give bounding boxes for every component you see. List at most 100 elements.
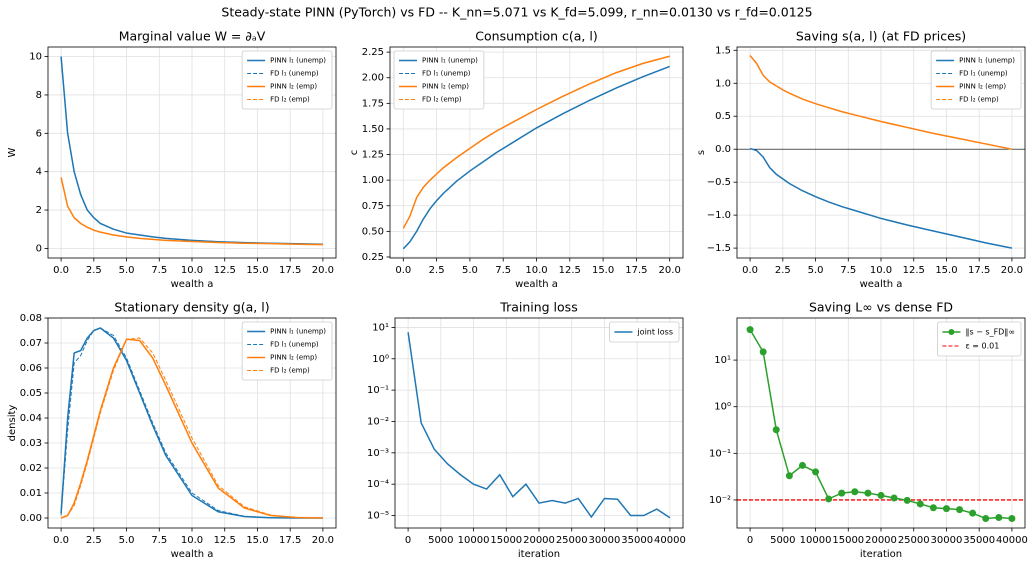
y-tick-label: 6 <box>36 128 42 139</box>
data-point <box>942 505 950 513</box>
subplot: Stationary density g(a, l) 0.0 2.5 5.0 7.5 10… <box>7 300 337 560</box>
legend-label: PINN l₁ (unemp) <box>270 328 326 336</box>
y-tick-label: 0.5 <box>715 111 731 122</box>
legend-label: FD l₁ (unemp) <box>270 70 319 78</box>
x-tick-label: 20.0 <box>312 265 334 276</box>
subplot: Consumption c(a, l) 0.0 2.5 5.0 7.5 10.0 12.5 1… <box>349 29 684 290</box>
subplot-title: Stationary density g(a, l) <box>114 300 269 315</box>
y-tick-label: 0.03 <box>20 438 42 449</box>
axes-frame <box>389 46 684 259</box>
y-tick-label: 2.00 <box>362 73 384 84</box>
series-line <box>749 148 1013 249</box>
data-point <box>995 513 1003 521</box>
x-tick-label: 2.5 <box>429 265 445 276</box>
x-tick-label: 5.0 <box>462 265 478 276</box>
y-tick-label: 10⁰ <box>372 354 389 365</box>
data-point <box>916 500 924 508</box>
series-line <box>60 327 323 519</box>
series-line <box>60 338 323 519</box>
legend-box <box>930 50 1022 110</box>
x-tick-label: 15000 <box>832 535 864 546</box>
x-tick-label: 5.0 <box>119 535 135 546</box>
y-tick-label: 0.0 <box>715 144 731 155</box>
x-tick-label: 30000 <box>589 535 621 546</box>
y-tick-label: 2 <box>36 205 42 216</box>
y-tick-label: 10¹ <box>372 322 389 333</box>
axes-frame <box>394 317 684 529</box>
legend-label: FD l₂ (emp) <box>422 96 462 104</box>
x-tick-label: 17.5 <box>279 535 301 546</box>
legend: PINN l₁ (unemp) FD l₁ (unemp) PINN l₂ (emp… <box>930 50 1022 110</box>
x-tick-label: 17.5 <box>625 265 647 276</box>
legend-label: FD l₁ (unemp) <box>959 70 1008 78</box>
y-tick-label: 1.25 <box>362 150 384 161</box>
x-tick-label: 15.0 <box>592 265 614 276</box>
legend: PINN l₁ (unemp) FD l₁ (unemp) PINN l₂ (emp… <box>393 50 485 110</box>
data-point <box>759 348 767 356</box>
x-tick-label: 0.0 <box>395 265 411 276</box>
legend-label: PINN l₂ (emp) <box>959 83 1006 91</box>
y-tick-label: 10⁻² <box>709 495 731 506</box>
x-tick-label: 10.0 <box>181 265 203 276</box>
x-tick-label: 25000 <box>556 535 588 546</box>
x-tick-label: 12.5 <box>214 535 236 546</box>
legend-box <box>241 321 333 381</box>
y-axis-label: density <box>7 405 18 442</box>
y-tick-label: 0.08 <box>20 313 42 324</box>
data-point <box>812 468 820 476</box>
series-line <box>749 55 1013 150</box>
series-line <box>402 55 670 229</box>
legend-label: PINN l₂ (emp) <box>270 83 317 91</box>
x-axis-label: wealth a <box>171 279 214 290</box>
axes-frame <box>47 317 337 529</box>
x-tick-label: 20000 <box>523 535 555 546</box>
x-tick-label: 15.0 <box>935 265 957 276</box>
x-tick-label: 40000 <box>996 535 1028 546</box>
data-point <box>1008 514 1016 522</box>
legend-box <box>609 321 680 343</box>
x-tick-label: 7.5 <box>151 265 167 276</box>
y-tick-label: 0.25 <box>362 252 384 263</box>
y-tick-label: 0.50 <box>362 226 384 237</box>
y-axis-label: s <box>696 150 707 155</box>
legend-label: FD l₂ (emp) <box>270 367 310 375</box>
y-tick-label: −1.5 <box>707 243 731 254</box>
axes-frame <box>47 46 337 259</box>
data-point <box>982 514 990 522</box>
legend: ‖s − s_FD‖∞ ε = 0.01 <box>937 321 1022 357</box>
x-tick-label: 10000 <box>458 535 490 546</box>
y-tick-label: 2.25 <box>362 47 384 58</box>
legend-label: FD l₂ (emp) <box>959 96 999 104</box>
y-tick-label: 0.07 <box>20 338 42 349</box>
y-tick-label: 1.50 <box>362 124 384 135</box>
x-tick-label: 30000 <box>931 535 963 546</box>
legend-box <box>393 50 485 110</box>
x-tick-label: 12.5 <box>903 265 925 276</box>
x-tick-label: 10.0 <box>870 265 892 276</box>
legend-label: ‖s − s_FD‖∞ <box>965 328 1015 337</box>
legend-marker <box>948 329 955 335</box>
data-point <box>890 494 898 502</box>
subplot-title: Marginal value W = ∂ₐV <box>119 29 266 44</box>
x-tick-label: 0.0 <box>742 265 758 276</box>
series-line <box>60 337 323 519</box>
y-tick-label: 10⁻¹ <box>367 385 389 396</box>
y-axis-label: W <box>7 147 18 157</box>
figure-title: Steady-state PINN (PyTorch) vs FD -- K_n… <box>221 5 812 20</box>
x-tick-label: 15.0 <box>246 265 268 276</box>
y-tick-label: 4 <box>36 167 42 178</box>
data-point <box>838 489 846 497</box>
x-axis-label: iteration <box>860 549 902 560</box>
data-point <box>772 426 780 434</box>
y-tick-label: −0.5 <box>707 177 731 188</box>
x-tick-label: 17.5 <box>279 265 301 276</box>
x-tick-label: 7.5 <box>840 265 856 276</box>
y-tick-label: 10⁻⁴ <box>367 479 389 490</box>
data-point <box>798 461 806 469</box>
legend-label: FD l₁ (unemp) <box>270 341 319 349</box>
x-tick-label: 17.5 <box>968 265 990 276</box>
legend-box <box>241 50 333 110</box>
x-tick-label: 20.0 <box>659 265 681 276</box>
legend-box <box>937 321 1022 357</box>
data-point <box>929 504 937 512</box>
